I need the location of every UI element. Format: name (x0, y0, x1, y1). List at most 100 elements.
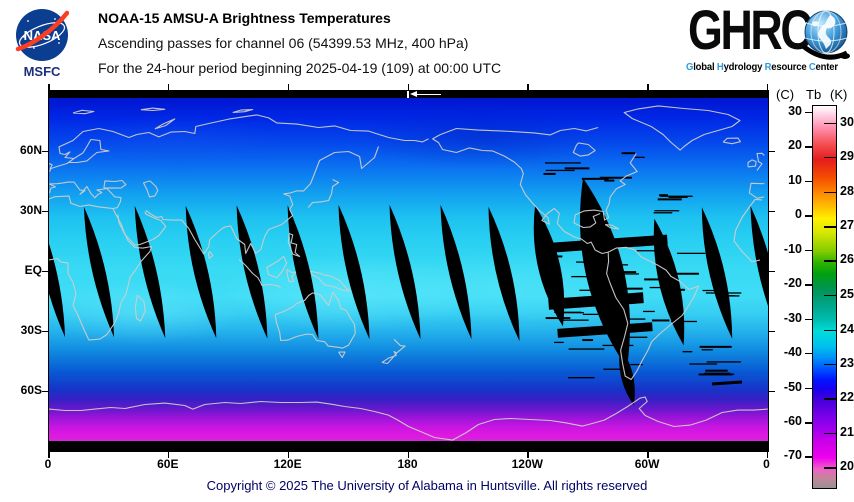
missing-scan-line (657, 198, 682, 201)
colorbar-tick-kelvin (824, 191, 837, 194)
lon-tick-bottom (647, 452, 649, 458)
missing-scan-line (682, 351, 693, 353)
coastline (623, 105, 741, 151)
page-subtitle-channel: Ascending passes for channel 06 (54399.5… (98, 35, 469, 51)
missing-scan-line (670, 320, 697, 323)
colorbar-unit-celsius: (C) (776, 87, 795, 102)
missing-scan-line (651, 319, 670, 322)
lon-tick-bottom (167, 452, 170, 458)
colorbar-label-celsius: 20 (788, 138, 802, 153)
missing-scan-line (642, 310, 655, 313)
ghrc-tagline-segment: R (764, 62, 772, 73)
missing-scan-line (554, 341, 564, 344)
coastline (286, 269, 297, 283)
missing-scan-line (724, 295, 735, 297)
missing-scan-line (602, 344, 634, 347)
missing-scan-line (626, 318, 646, 320)
coastline (606, 246, 700, 381)
colorbar-label-kelvin: 250 (840, 286, 854, 301)
missing-scan-line (608, 306, 624, 308)
colorbar-label-kelvin: 270 (840, 218, 854, 233)
nasa-meatball-icon: NASA (15, 9, 70, 61)
missing-scan-line (706, 361, 741, 363)
missing-scan-line (649, 286, 675, 289)
colorbar-label-celsius: -30 (783, 310, 802, 325)
lat-tick-right (769, 390, 775, 392)
data-gap-bar (548, 292, 644, 310)
colorbar-label-kelvin: 200 (840, 459, 854, 474)
data-gap-swath (389, 204, 421, 340)
missing-scan-line (549, 306, 570, 308)
ghrc-tagline-segment: ydrology (723, 62, 765, 73)
colorbar-tick-kelvin (824, 156, 837, 159)
lon-axis-label: 60E (157, 457, 179, 471)
coastline (98, 114, 429, 143)
missing-scan-line (630, 363, 643, 366)
lon-tick-bottom (48, 452, 50, 458)
missing-scan-line (631, 293, 642, 295)
data-gap-bar (557, 322, 653, 338)
missing-scan-line (654, 210, 680, 212)
colorbar-tick-kelvin (824, 260, 837, 262)
coastline (748, 182, 765, 199)
colorbar-label-celsius: -10 (783, 241, 802, 256)
lon-tick-top (527, 84, 529, 90)
missing-scan-line (659, 194, 669, 197)
missing-scan-line (579, 289, 598, 291)
missing-scan-line (564, 167, 590, 170)
lon-axis-label: 0 (44, 457, 52, 471)
colorbar-tick-celsius (805, 284, 812, 286)
coastline (49, 396, 768, 441)
coastline (69, 138, 110, 164)
missing-scan-line (626, 287, 643, 290)
colorbar-tick-celsius (805, 146, 812, 148)
missing-scan-line (576, 261, 590, 263)
colorbar-tick-kelvin (824, 294, 837, 297)
coastline (117, 211, 167, 246)
colorbar-tick-kelvin (824, 329, 837, 332)
data-gap-bar (540, 234, 668, 254)
coastline (154, 118, 176, 130)
missing-scan-line (571, 275, 606, 278)
data-gap-swath (701, 207, 733, 339)
lat-axis-label: 60N (19, 142, 42, 157)
ghrc-tagline-segment: G (686, 62, 694, 73)
colorbar-label-kelvin: 290 (840, 148, 854, 163)
data-gap-swath (185, 205, 217, 339)
missing-scan-line (603, 271, 637, 274)
lon-tick-top (287, 84, 290, 90)
colorbar-label-celsius: 30 (788, 103, 802, 118)
colorbar-label-kelvin: 230 (840, 355, 854, 370)
missing-scan-line (621, 152, 636, 155)
world-map-plot (48, 90, 769, 452)
coastline (49, 183, 56, 194)
missing-scan-line (537, 255, 563, 258)
coastline (756, 152, 765, 171)
colorbar (812, 105, 837, 489)
missing-scan-line (701, 349, 713, 351)
coastline (604, 223, 620, 230)
colorbar-label-celsius: -40 (783, 344, 802, 359)
lat-tick-right (769, 210, 775, 212)
colorbar-label-kelvin: 260 (840, 252, 854, 267)
lat-tick-left (42, 150, 48, 152)
lat-tick-left (42, 270, 48, 272)
lon-tick-bottom (527, 452, 529, 458)
lon-axis-label: 120E (273, 457, 302, 471)
colorbar-label-kelvin: 300 (840, 114, 854, 129)
coastline (432, 138, 609, 255)
lat-tick-right (769, 330, 775, 332)
missing-scan-line (699, 345, 732, 348)
ghrc-tagline-segment: enter (815, 62, 838, 73)
colorbar-tick-celsius (805, 387, 812, 390)
coastline (49, 195, 113, 210)
colorbar-tick-celsius (805, 422, 812, 424)
lon-axis-label: 0 (763, 457, 770, 471)
missing-scan-line (617, 336, 648, 338)
coastline (145, 146, 380, 255)
map-top-strip (49, 91, 768, 98)
coastline (307, 179, 340, 208)
missing-scan-line (568, 377, 595, 379)
coastline (287, 232, 301, 258)
lon-tick-top (407, 84, 409, 90)
